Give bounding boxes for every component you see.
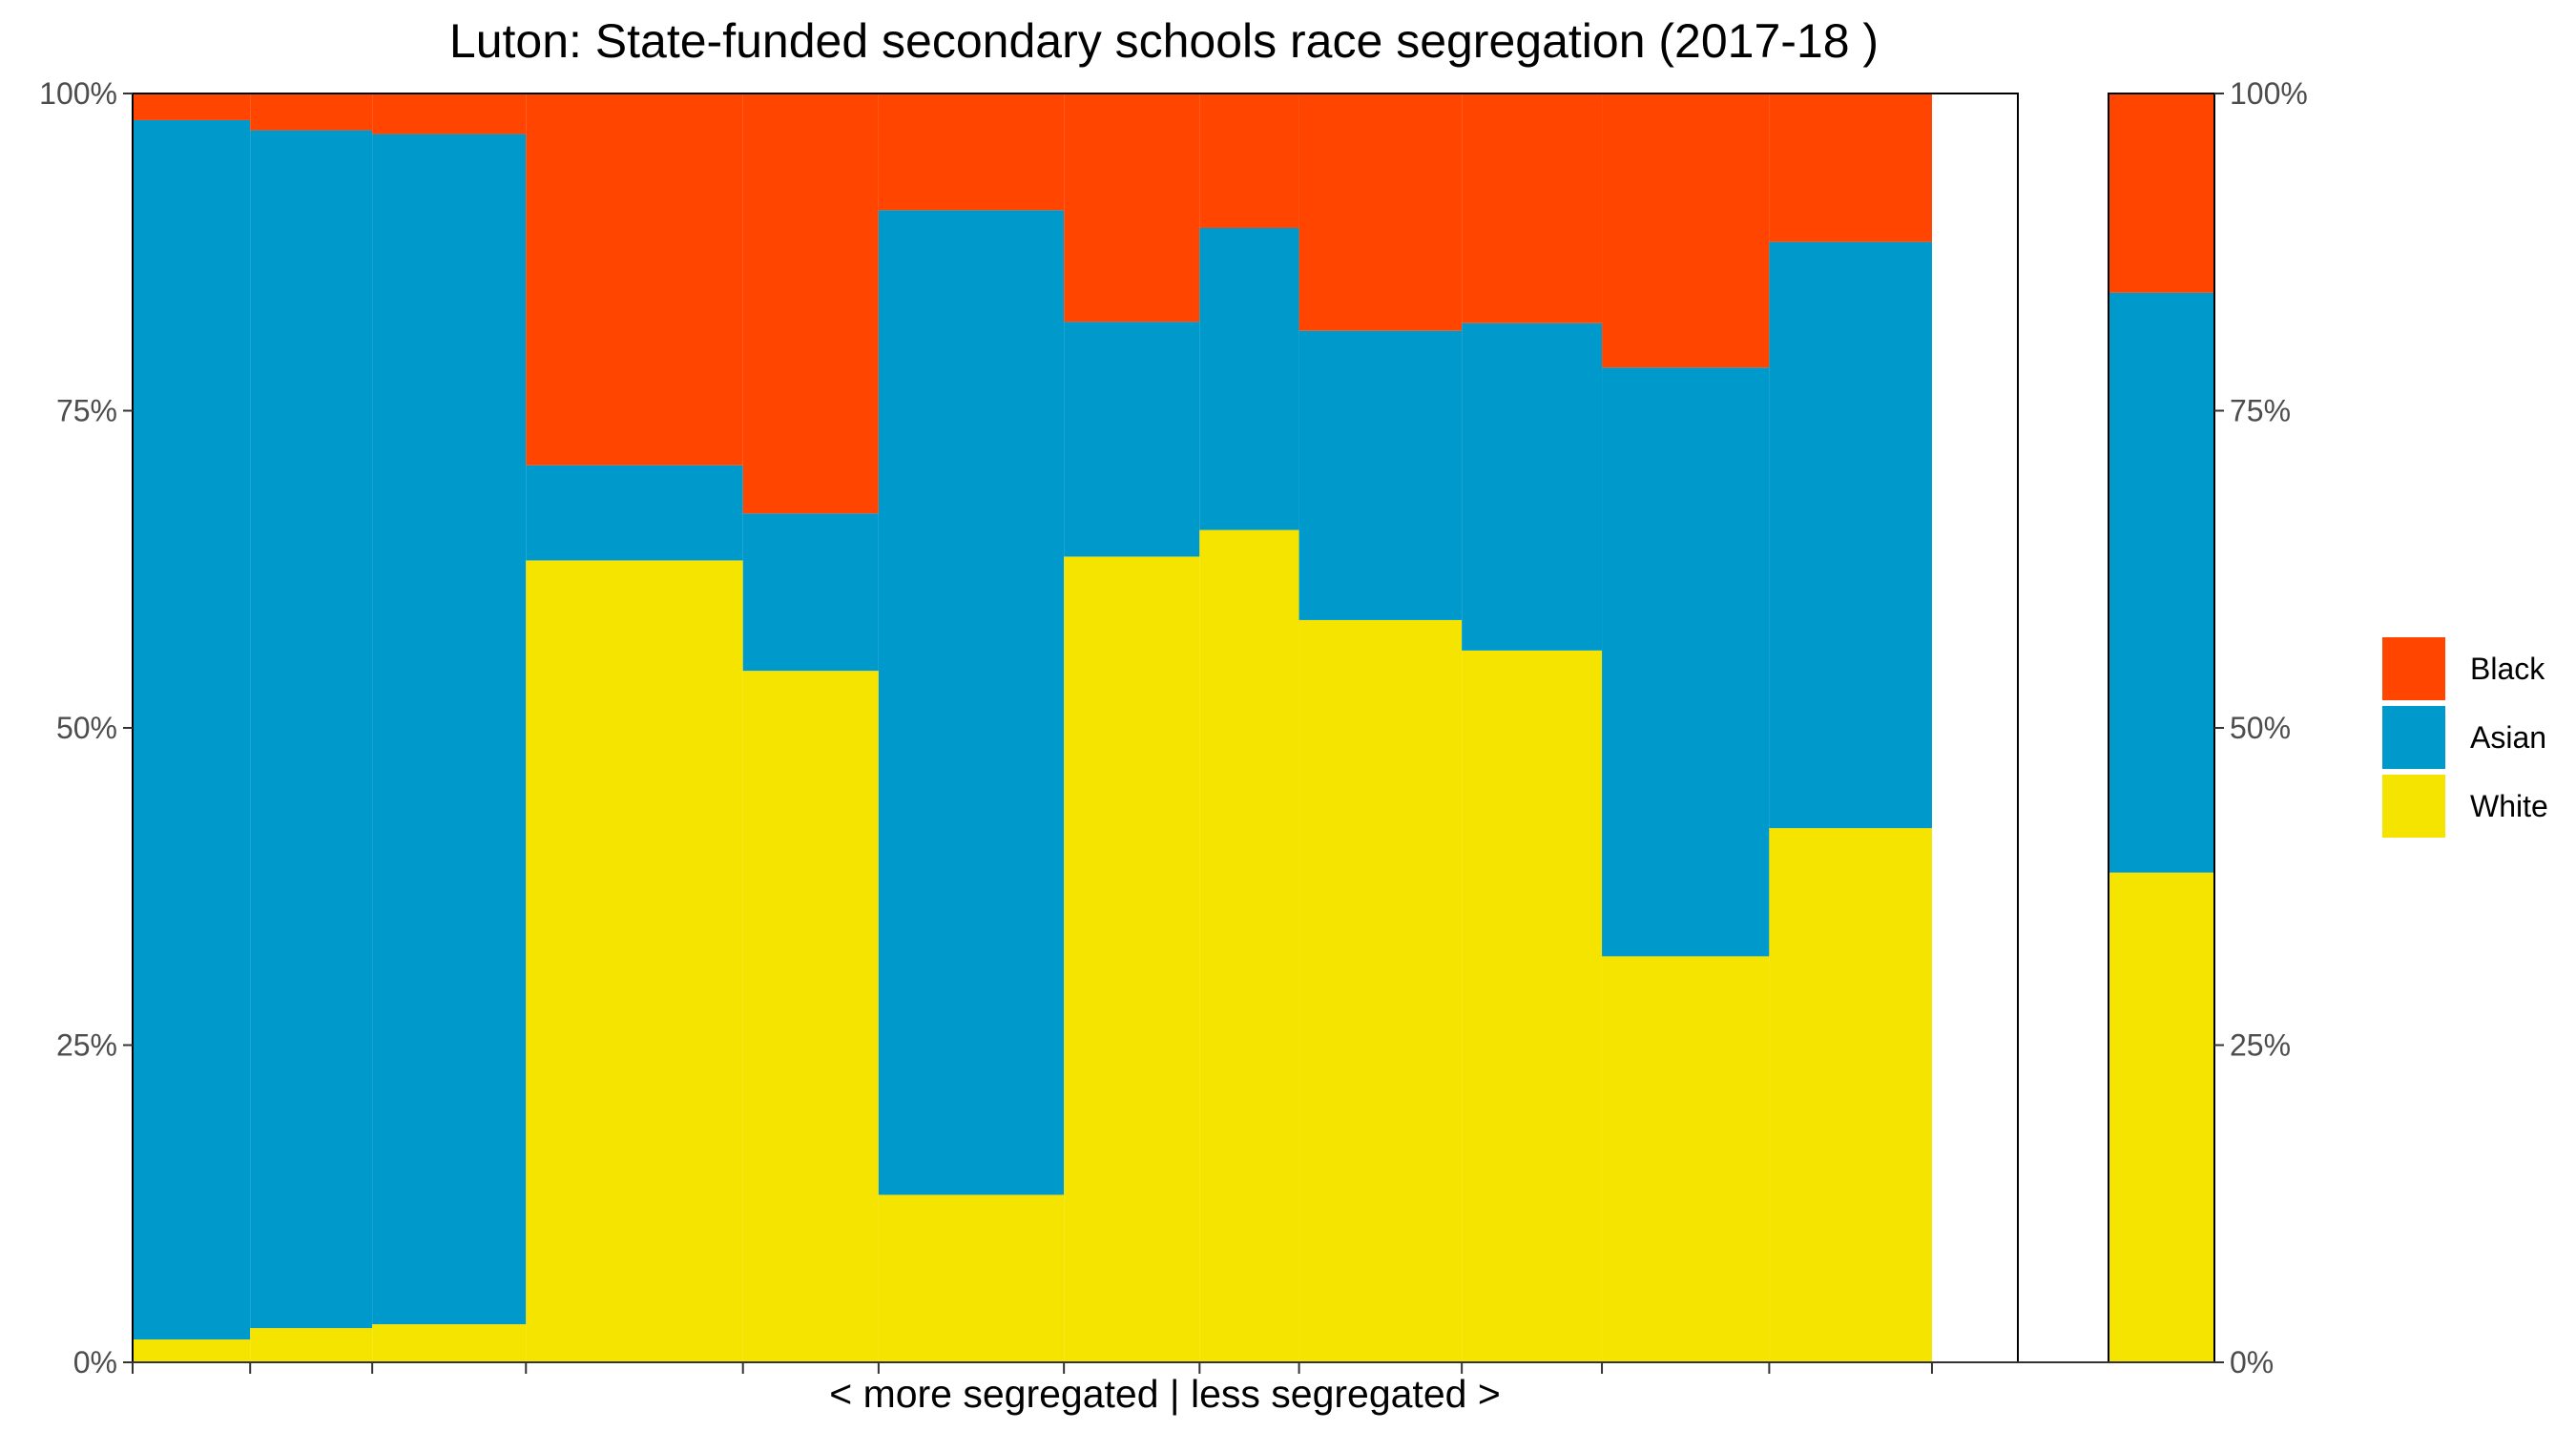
legend-label-white: White xyxy=(2470,789,2548,823)
school-1-asian-segment xyxy=(133,119,251,1340)
school-9-asian-segment xyxy=(1298,330,1463,620)
y-tick-label-left-4: 100% xyxy=(39,76,117,111)
school-3-black-segment xyxy=(372,93,527,135)
overall-white-segment xyxy=(2109,872,2214,1362)
school-8-black-segment xyxy=(1199,93,1299,228)
school-8-white-segment xyxy=(1199,529,1299,1362)
school-4-white-segment xyxy=(526,560,743,1362)
school-12-white-segment xyxy=(1769,828,1932,1362)
school-2-black-segment xyxy=(250,93,373,131)
school-6-asian-segment xyxy=(878,210,1065,1195)
school-12-asian-segment xyxy=(1769,241,1932,829)
school-2-white-segment xyxy=(250,1328,373,1362)
school-10-white-segment xyxy=(1462,650,1603,1362)
school-3-asian-segment xyxy=(372,134,527,1325)
y-tick-label-right-4: 100% xyxy=(2230,76,2308,111)
y-tick-label-left-2: 50% xyxy=(56,711,117,745)
school-1-black-segment xyxy=(133,93,251,120)
axes-layer: 0% 0% 25% 25% 50% 50% 75% 75% 100% 100% xyxy=(39,76,2308,1379)
y-tick-label-right-2: 50% xyxy=(2230,711,2291,745)
school-9-white-segment xyxy=(1298,619,1463,1362)
school-11-black-segment xyxy=(1602,93,1770,368)
school-5-black-segment xyxy=(742,93,879,514)
school-7-white-segment xyxy=(1064,556,1200,1362)
legend-swatch-black xyxy=(2382,637,2445,700)
bar-layer xyxy=(132,93,2215,1363)
legend-label-asian: Asian xyxy=(2470,720,2546,755)
school-5-asian-segment xyxy=(742,513,879,672)
overall-black-segment xyxy=(2109,93,2214,293)
legend: Black Asian White xyxy=(2382,637,2548,838)
school-10-asian-segment xyxy=(1462,322,1603,651)
school-6-white-segment xyxy=(878,1194,1065,1362)
school-12-black-segment xyxy=(1769,93,1932,242)
school-9-black-segment xyxy=(1298,93,1463,331)
overall-asian-segment xyxy=(2109,292,2214,873)
legend-swatch-white xyxy=(2382,775,2445,838)
school-4-asian-segment xyxy=(526,465,743,561)
legend-swatch-asian xyxy=(2382,706,2445,769)
school-2-asian-segment xyxy=(250,130,373,1329)
school-8-asian-segment xyxy=(1199,227,1299,530)
y-tick-label-left-1: 25% xyxy=(56,1028,117,1063)
school-1-white-segment xyxy=(133,1339,251,1362)
y-tick-label-right-1: 25% xyxy=(2230,1028,2291,1063)
school-5-white-segment xyxy=(742,671,879,1362)
y-tick-label-left-0: 0% xyxy=(73,1345,117,1379)
school-11-white-segment xyxy=(1602,956,1770,1362)
school-6-black-segment xyxy=(878,93,1065,211)
legend-label-black: Black xyxy=(2470,652,2545,686)
school-4-black-segment xyxy=(526,93,743,466)
school-7-asian-segment xyxy=(1064,321,1200,557)
chart-title: Luton: State-funded secondary schools ra… xyxy=(449,14,1879,68)
school-10-black-segment xyxy=(1462,93,1603,323)
y-tick-label-right-0: 0% xyxy=(2230,1345,2274,1379)
y-tick-label-right-3: 75% xyxy=(2230,394,2291,428)
school-11-asian-segment xyxy=(1602,367,1770,957)
school-3-white-segment xyxy=(372,1324,527,1362)
school-7-black-segment xyxy=(1064,93,1200,322)
x-axis-label: < more segregated | less segregated > xyxy=(829,1372,1501,1416)
y-tick-label-left-3: 75% xyxy=(56,394,117,428)
